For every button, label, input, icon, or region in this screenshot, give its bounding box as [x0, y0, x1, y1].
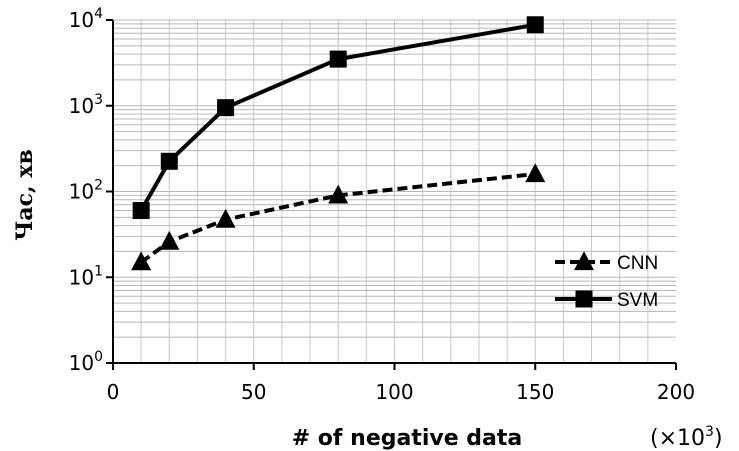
series-cnn — [131, 163, 546, 271]
y-tick-label: 104 — [69, 6, 103, 32]
data-point-triangle — [131, 251, 152, 271]
data-point-square — [217, 99, 235, 117]
x-tick-label: 0 — [107, 380, 120, 404]
x-axis-unit: (×103) — [650, 424, 723, 451]
data-point-square — [160, 152, 178, 170]
data-point-square — [132, 202, 150, 220]
data-point-square — [526, 16, 544, 34]
x-tick-label: 150 — [516, 380, 554, 404]
data-point-triangle — [159, 230, 180, 250]
data-point-triangle — [574, 251, 594, 271]
data-point-square — [329, 50, 347, 68]
y-tick-labels: 100 101 102 103 104 — [69, 6, 103, 375]
y-tick-label: 101 — [69, 263, 103, 289]
y-tick-label: 100 — [69, 349, 103, 375]
data-point-triangle — [215, 208, 236, 228]
x-axis-label: # of negative data — [292, 426, 523, 451]
y-tick-label: 103 — [69, 92, 103, 118]
data-point-square — [575, 290, 593, 308]
x-tick-labels: 0 50 100 150 200 — [107, 380, 695, 404]
x-tick-label: 50 — [241, 380, 266, 404]
legend-label: CNN — [617, 253, 658, 274]
grid — [113, 19, 676, 363]
axes — [106, 19, 677, 370]
legend: CNN SVM — [555, 251, 658, 311]
legend-item-cnn: CNN — [555, 251, 658, 274]
series-layer — [131, 16, 546, 271]
legend-item-svm: SVM — [555, 290, 658, 311]
y-tick-label: 102 — [69, 178, 103, 204]
data-point-triangle — [328, 184, 349, 204]
legend-label: SVM — [617, 290, 658, 311]
series-svm — [132, 16, 544, 220]
x-tick-label: 100 — [375, 380, 413, 404]
data-point-triangle — [525, 163, 546, 183]
y-axis-label: Час, хв — [12, 149, 38, 240]
x-tick-label: 200 — [657, 380, 695, 404]
